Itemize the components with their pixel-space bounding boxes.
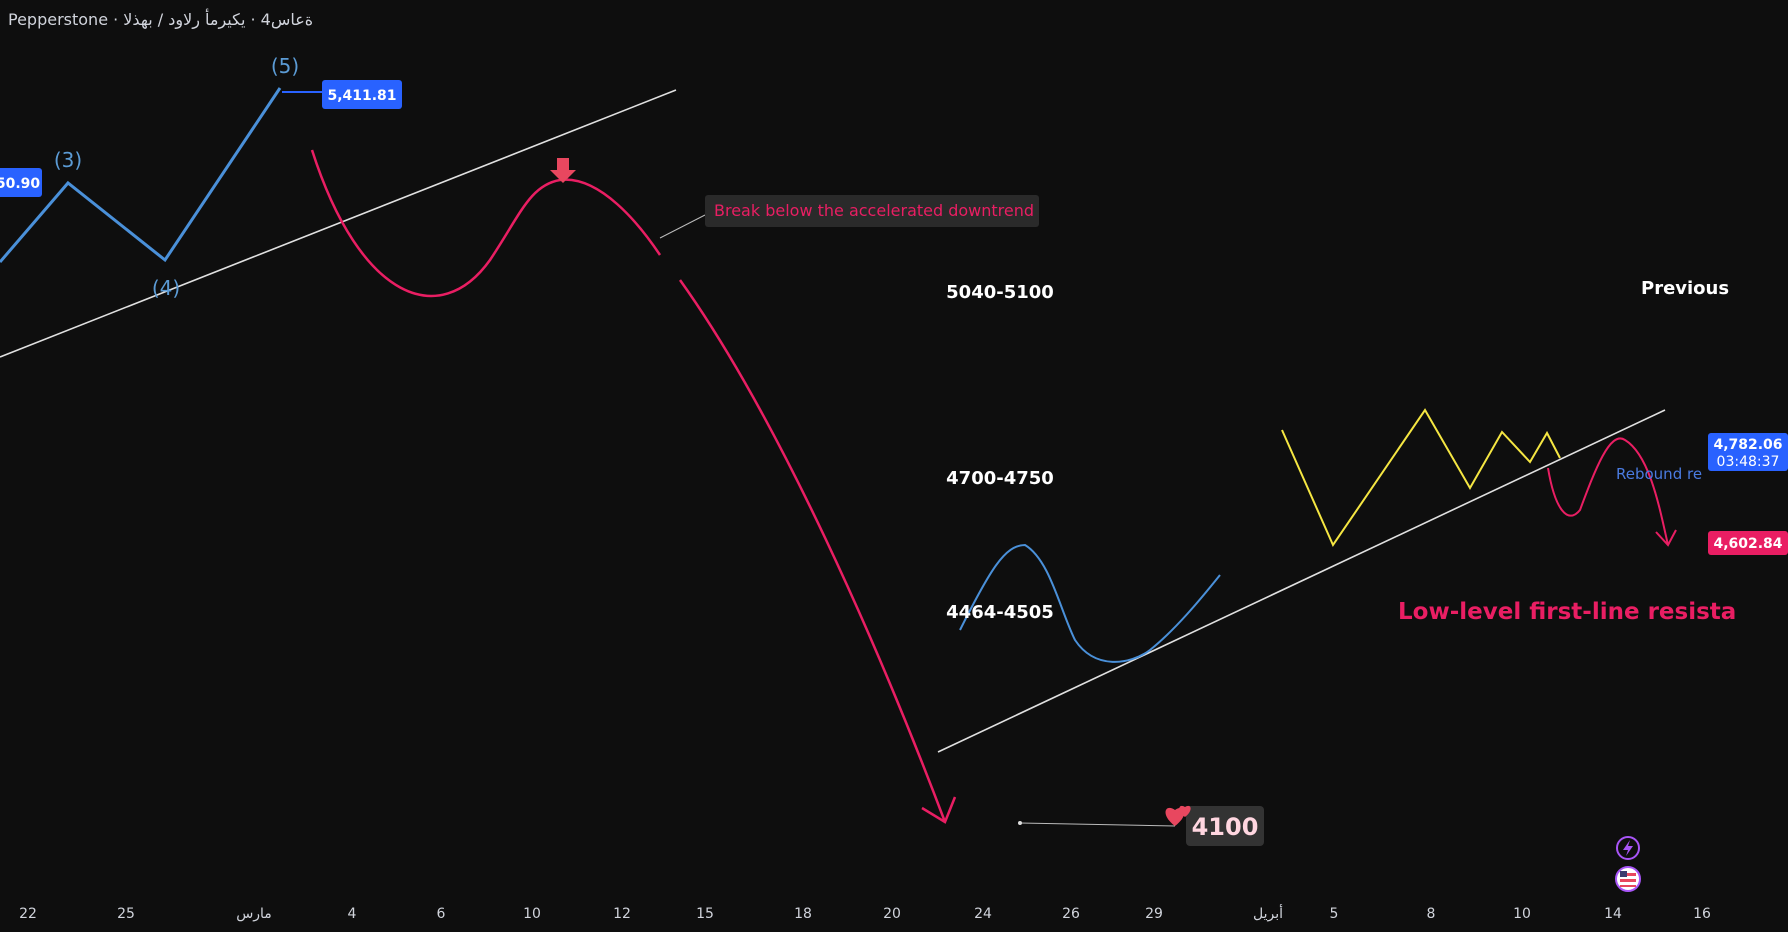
heart-icon (1165, 807, 1185, 826)
x-axis: 22 25 مارس 4 6 10 12 15 18 20 24 26 29 أبريل 5 8 10 14 16 (19, 904, 1711, 922)
drawings-layer (0, 87, 1677, 827)
rebound-label: Rebound re (1616, 465, 1702, 483)
flash-icon-ring (1616, 836, 1640, 860)
x-tick-label: 12 (613, 906, 631, 922)
x-tick-label: 6 (437, 906, 446, 922)
forecast-curve (1547, 437, 1669, 546)
x-tick-label: 14 (1604, 906, 1622, 922)
x-tick-label: 8 (1427, 906, 1436, 922)
x-tick-label: 16 (1693, 906, 1711, 922)
flag-icon-stripe (1620, 873, 1636, 876)
level-price-tag (1708, 531, 1788, 555)
x-tick-label: 24 (974, 906, 992, 922)
x-tick-label: 5 (1330, 906, 1339, 922)
flash-icon (1616, 836, 1640, 860)
trendline-upper (0, 89, 677, 358)
x-tick-label: 25 (117, 906, 135, 922)
previous-label: Previous (1641, 278, 1729, 299)
current-price-text: 4,782.06 (1713, 437, 1782, 453)
chart-header-title: Pepperstone · ةعاس4 · يكيرمأ رلاود / بهذ… (8, 10, 314, 29)
arc-bottom (959, 543, 1221, 663)
flag-icon-stripe (1620, 879, 1636, 882)
trendline-lower (937, 409, 1666, 753)
target-connector (1019, 822, 1176, 827)
arc-top (310, 149, 662, 298)
x-tick-label: 22 (19, 906, 37, 922)
note-connector (659, 214, 706, 239)
current-price-tag (1708, 433, 1788, 471)
drop-arrowhead (921, 796, 957, 824)
drop-arrow (678, 279, 947, 823)
target-anchor-dot (1018, 821, 1022, 825)
flag-icon-stripe (1620, 885, 1636, 887)
zone-low-label: 4464-4505 (946, 602, 1054, 623)
zone-top-label: 5040-5100 (946, 282, 1054, 303)
x-tick-label: 20 (883, 906, 901, 922)
elliott-wave-line (0, 87, 282, 263)
x-tick-label: 26 (1062, 906, 1080, 922)
down-marker-icon (550, 158, 576, 183)
break-note-box (705, 195, 1039, 227)
wave-3-price-text: 50.90 (0, 176, 40, 192)
break-note-text: Break below the accelerated downtrend (714, 201, 1034, 220)
x-tick-label: مارس (236, 906, 272, 922)
target-box (1186, 806, 1264, 846)
wave-5-price-text: 5,411.81 (327, 88, 396, 104)
x-tick-label: 4 (348, 906, 357, 922)
level-price-text: 4,602.84 (1713, 536, 1782, 552)
x-tick-label: 10 (523, 906, 541, 922)
flag-icon-canton (1620, 871, 1627, 877)
forecast-arrowhead (1655, 529, 1677, 547)
target-text: 4100 (1192, 813, 1259, 841)
x-tick-label: 15 (696, 906, 714, 922)
x-tick-label: 29 (1145, 906, 1163, 922)
us-flag-icon (1615, 866, 1641, 892)
heart-icon (1179, 805, 1191, 817)
x-tick-label: أبريل (1253, 904, 1283, 922)
flash-icon-bolt (1623, 840, 1633, 856)
annotations-layer: (3) (4) (5) 5,411.81 50.90 Break below the ac… (0, 54, 1788, 892)
x-tick-label: 10 (1513, 906, 1531, 922)
wave-5-label: (5) (271, 54, 299, 78)
x-tick-label: 18 (794, 906, 812, 922)
countdown-text: 03:48:37 (1717, 454, 1780, 470)
zone-mid-label: 4700-4750 (946, 468, 1054, 489)
zigzag-line (1281, 408, 1561, 548)
wave-4-label: (4) (152, 276, 180, 300)
low-level-label: Low-level first-line resista (1398, 599, 1736, 625)
wave-5-price-tag (322, 80, 402, 109)
wave-3-price-tag (0, 168, 42, 197)
wave-3-label: (3) (54, 148, 82, 172)
